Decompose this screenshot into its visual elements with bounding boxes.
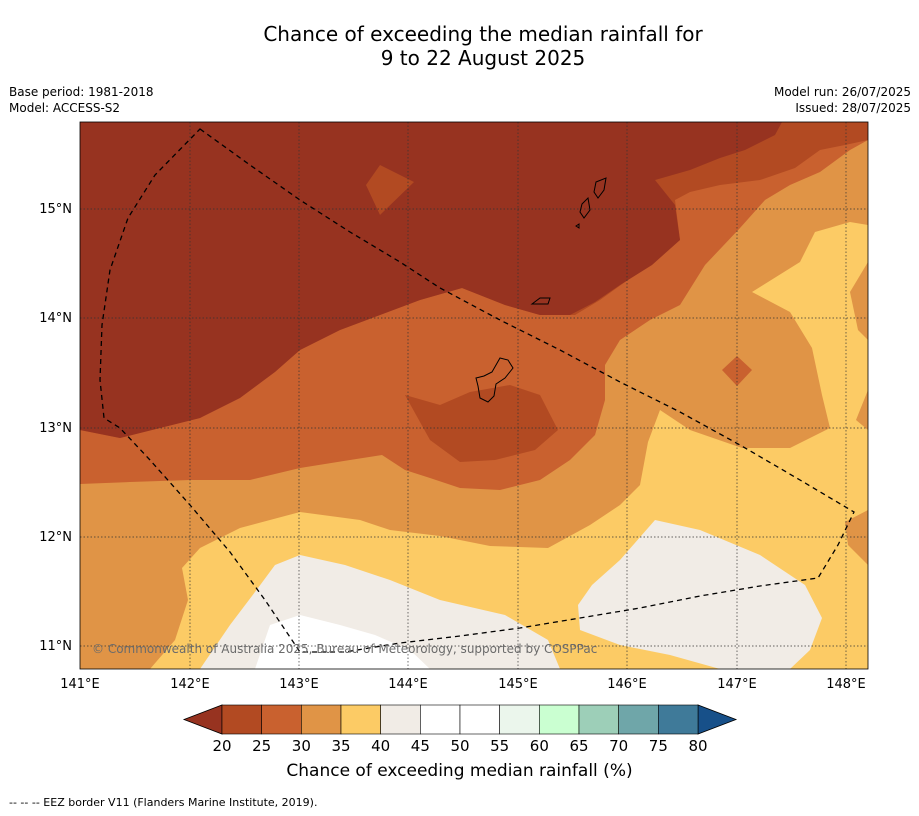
colorbar-tick-label: 45 bbox=[411, 737, 430, 755]
colorbar-swatch bbox=[658, 704, 699, 735]
eez-footnote: -- -- -- EEZ border V11 (Flanders Marine… bbox=[9, 796, 318, 809]
lon-tick-143: 143°E bbox=[279, 677, 319, 692]
map-title: Chance of exceeding the median rainfall … bbox=[0, 22, 919, 70]
meta-right: Model run: 26/07/2025 Issued: 28/07/2025 bbox=[774, 84, 911, 116]
colorbar-tick-label: 50 bbox=[450, 737, 469, 755]
band-30-35-east-lobe-2 bbox=[856, 390, 868, 430]
colorbar-swatch bbox=[420, 704, 461, 735]
colorbar-swatch bbox=[340, 704, 381, 735]
colorbar-tick-label: 30 bbox=[292, 737, 311, 755]
colorbar-swatch bbox=[261, 704, 302, 735]
title-line-2: 9 to 22 August 2025 bbox=[380, 46, 586, 70]
band-lt-20 bbox=[80, 122, 782, 438]
colorbar-tick-label: 20 bbox=[212, 737, 231, 755]
colorbar-tick-label: 80 bbox=[688, 737, 707, 755]
colorbar-swatch bbox=[380, 704, 421, 735]
band-20-25-inner-lobe bbox=[405, 385, 558, 462]
colorbar-label: Chance of exceeding median rainfall (%) bbox=[286, 761, 633, 781]
colorbar-tick-label: 25 bbox=[252, 737, 271, 755]
colorbar-tick-label: 40 bbox=[371, 737, 390, 755]
lat-tick-11: 11°N bbox=[39, 639, 72, 654]
island-guam bbox=[475, 357, 514, 403]
colorbar-tick-label: 65 bbox=[569, 737, 588, 755]
colorbar-tick-label: 35 bbox=[331, 737, 350, 755]
title-line-1: Chance of exceeding the median rainfall … bbox=[263, 22, 703, 46]
copyright-text: © Commonwealth of Australia 2025, Bureau… bbox=[92, 642, 597, 656]
lon-tick-144: 144°E bbox=[388, 677, 428, 692]
longitude-ticks: 141°E 142°E 143°E 144°E 145°E 146°E 147°… bbox=[60, 677, 866, 692]
island-rota bbox=[530, 297, 551, 305]
colorbar-swatch bbox=[578, 704, 619, 735]
band-30-35-east-lobe bbox=[850, 262, 868, 340]
island-aguijan bbox=[575, 223, 580, 229]
grid-lines bbox=[80, 122, 868, 669]
lon-tick-147: 147°E bbox=[717, 677, 757, 692]
lon-tick-145: 145°E bbox=[498, 677, 538, 692]
colorbar-swatch bbox=[301, 704, 342, 735]
map-frame bbox=[79, 121, 869, 670]
colorbar-swatch bbox=[221, 704, 262, 735]
colorbar-swatch bbox=[539, 704, 580, 735]
meta-left: Base period: 1981-2018 Model: ACCESS-S2 bbox=[9, 84, 154, 116]
issued-text: Issued: 28/07/2025 bbox=[795, 101, 911, 115]
colorbar-over-arrow bbox=[697, 704, 738, 735]
model-run-text: Model run: 26/07/2025 bbox=[773, 85, 911, 99]
colorbar-tick-label: 60 bbox=[530, 737, 549, 755]
lat-tick-15: 15°N bbox=[39, 202, 72, 217]
colorbar-swatch bbox=[459, 704, 500, 735]
island-tinian bbox=[579, 196, 591, 219]
lon-tick-142: 142°E bbox=[170, 677, 210, 692]
colorbar-ticks: 20 25 30 35 40 45 50 55 60 65 70 75 80 bbox=[212, 737, 707, 755]
colorbar-under-arrow bbox=[182, 704, 223, 735]
colorbar-tick-label: 55 bbox=[490, 737, 509, 755]
colorbar-tick-label: 75 bbox=[649, 737, 668, 755]
lon-tick-141: 141°E bbox=[60, 677, 100, 692]
lat-tick-13: 13°N bbox=[39, 421, 72, 436]
lat-tick-12: 12°N bbox=[39, 530, 72, 545]
island-saipan bbox=[593, 177, 607, 199]
band-40-45-east bbox=[578, 520, 822, 669]
colorbar bbox=[182, 704, 738, 735]
eez-border bbox=[99, 128, 855, 653]
lon-tick-146: 146°E bbox=[607, 677, 647, 692]
colorbar-tick-label: 70 bbox=[609, 737, 628, 755]
colorbar-swatch bbox=[618, 704, 659, 735]
latitude-ticks: 15°N 14°N 13°N 12°N 11°N bbox=[39, 202, 72, 654]
colorbar-swatch bbox=[499, 704, 540, 735]
lat-tick-14: 14°N bbox=[39, 311, 72, 326]
band-20-25-north-spot bbox=[366, 165, 414, 215]
rainfall-contours bbox=[80, 122, 868, 669]
islands bbox=[475, 177, 607, 403]
band-30-35-southeast bbox=[845, 510, 868, 565]
lon-tick-148: 148°E bbox=[826, 677, 866, 692]
base-period-text: Base period: 1981-2018 bbox=[9, 85, 154, 99]
model-text: Model: ACCESS-S2 bbox=[9, 101, 121, 115]
